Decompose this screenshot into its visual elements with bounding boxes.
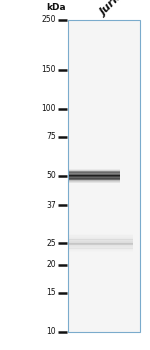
Bar: [69, 236, 133, 237]
Bar: [69, 243, 133, 244]
Text: 20: 20: [46, 260, 56, 269]
Bar: [69, 242, 133, 243]
Bar: [69, 234, 133, 235]
Bar: [69, 251, 133, 252]
Bar: [69, 241, 133, 242]
Bar: [69, 247, 133, 248]
Bar: [69, 244, 133, 245]
Bar: [69, 247, 133, 248]
Text: 10: 10: [46, 328, 56, 336]
Bar: [69, 235, 133, 236]
Bar: [69, 246, 133, 247]
Bar: [69, 238, 133, 239]
Bar: [69, 239, 133, 240]
Text: 150: 150: [42, 65, 56, 74]
Bar: [69, 239, 133, 240]
Bar: [69, 241, 133, 242]
Bar: [69, 236, 133, 237]
Text: 250: 250: [42, 15, 56, 24]
Bar: [69, 249, 133, 250]
Bar: [69, 245, 133, 246]
Bar: [69, 250, 133, 251]
Text: 75: 75: [46, 132, 56, 141]
Bar: [69, 244, 133, 245]
Bar: [69, 237, 133, 238]
Text: 50: 50: [46, 172, 56, 181]
Bar: [69, 240, 133, 241]
Bar: [69, 248, 133, 249]
Bar: [68, 20, 140, 332]
Bar: [69, 238, 133, 239]
Text: kDa: kDa: [46, 3, 66, 12]
Text: 37: 37: [46, 201, 56, 210]
Text: 100: 100: [42, 104, 56, 113]
Bar: [69, 235, 133, 236]
Text: 25: 25: [46, 239, 56, 248]
Text: Jurkat: Jurkat: [99, 0, 133, 18]
Text: 15: 15: [46, 288, 56, 297]
Bar: [69, 249, 133, 250]
